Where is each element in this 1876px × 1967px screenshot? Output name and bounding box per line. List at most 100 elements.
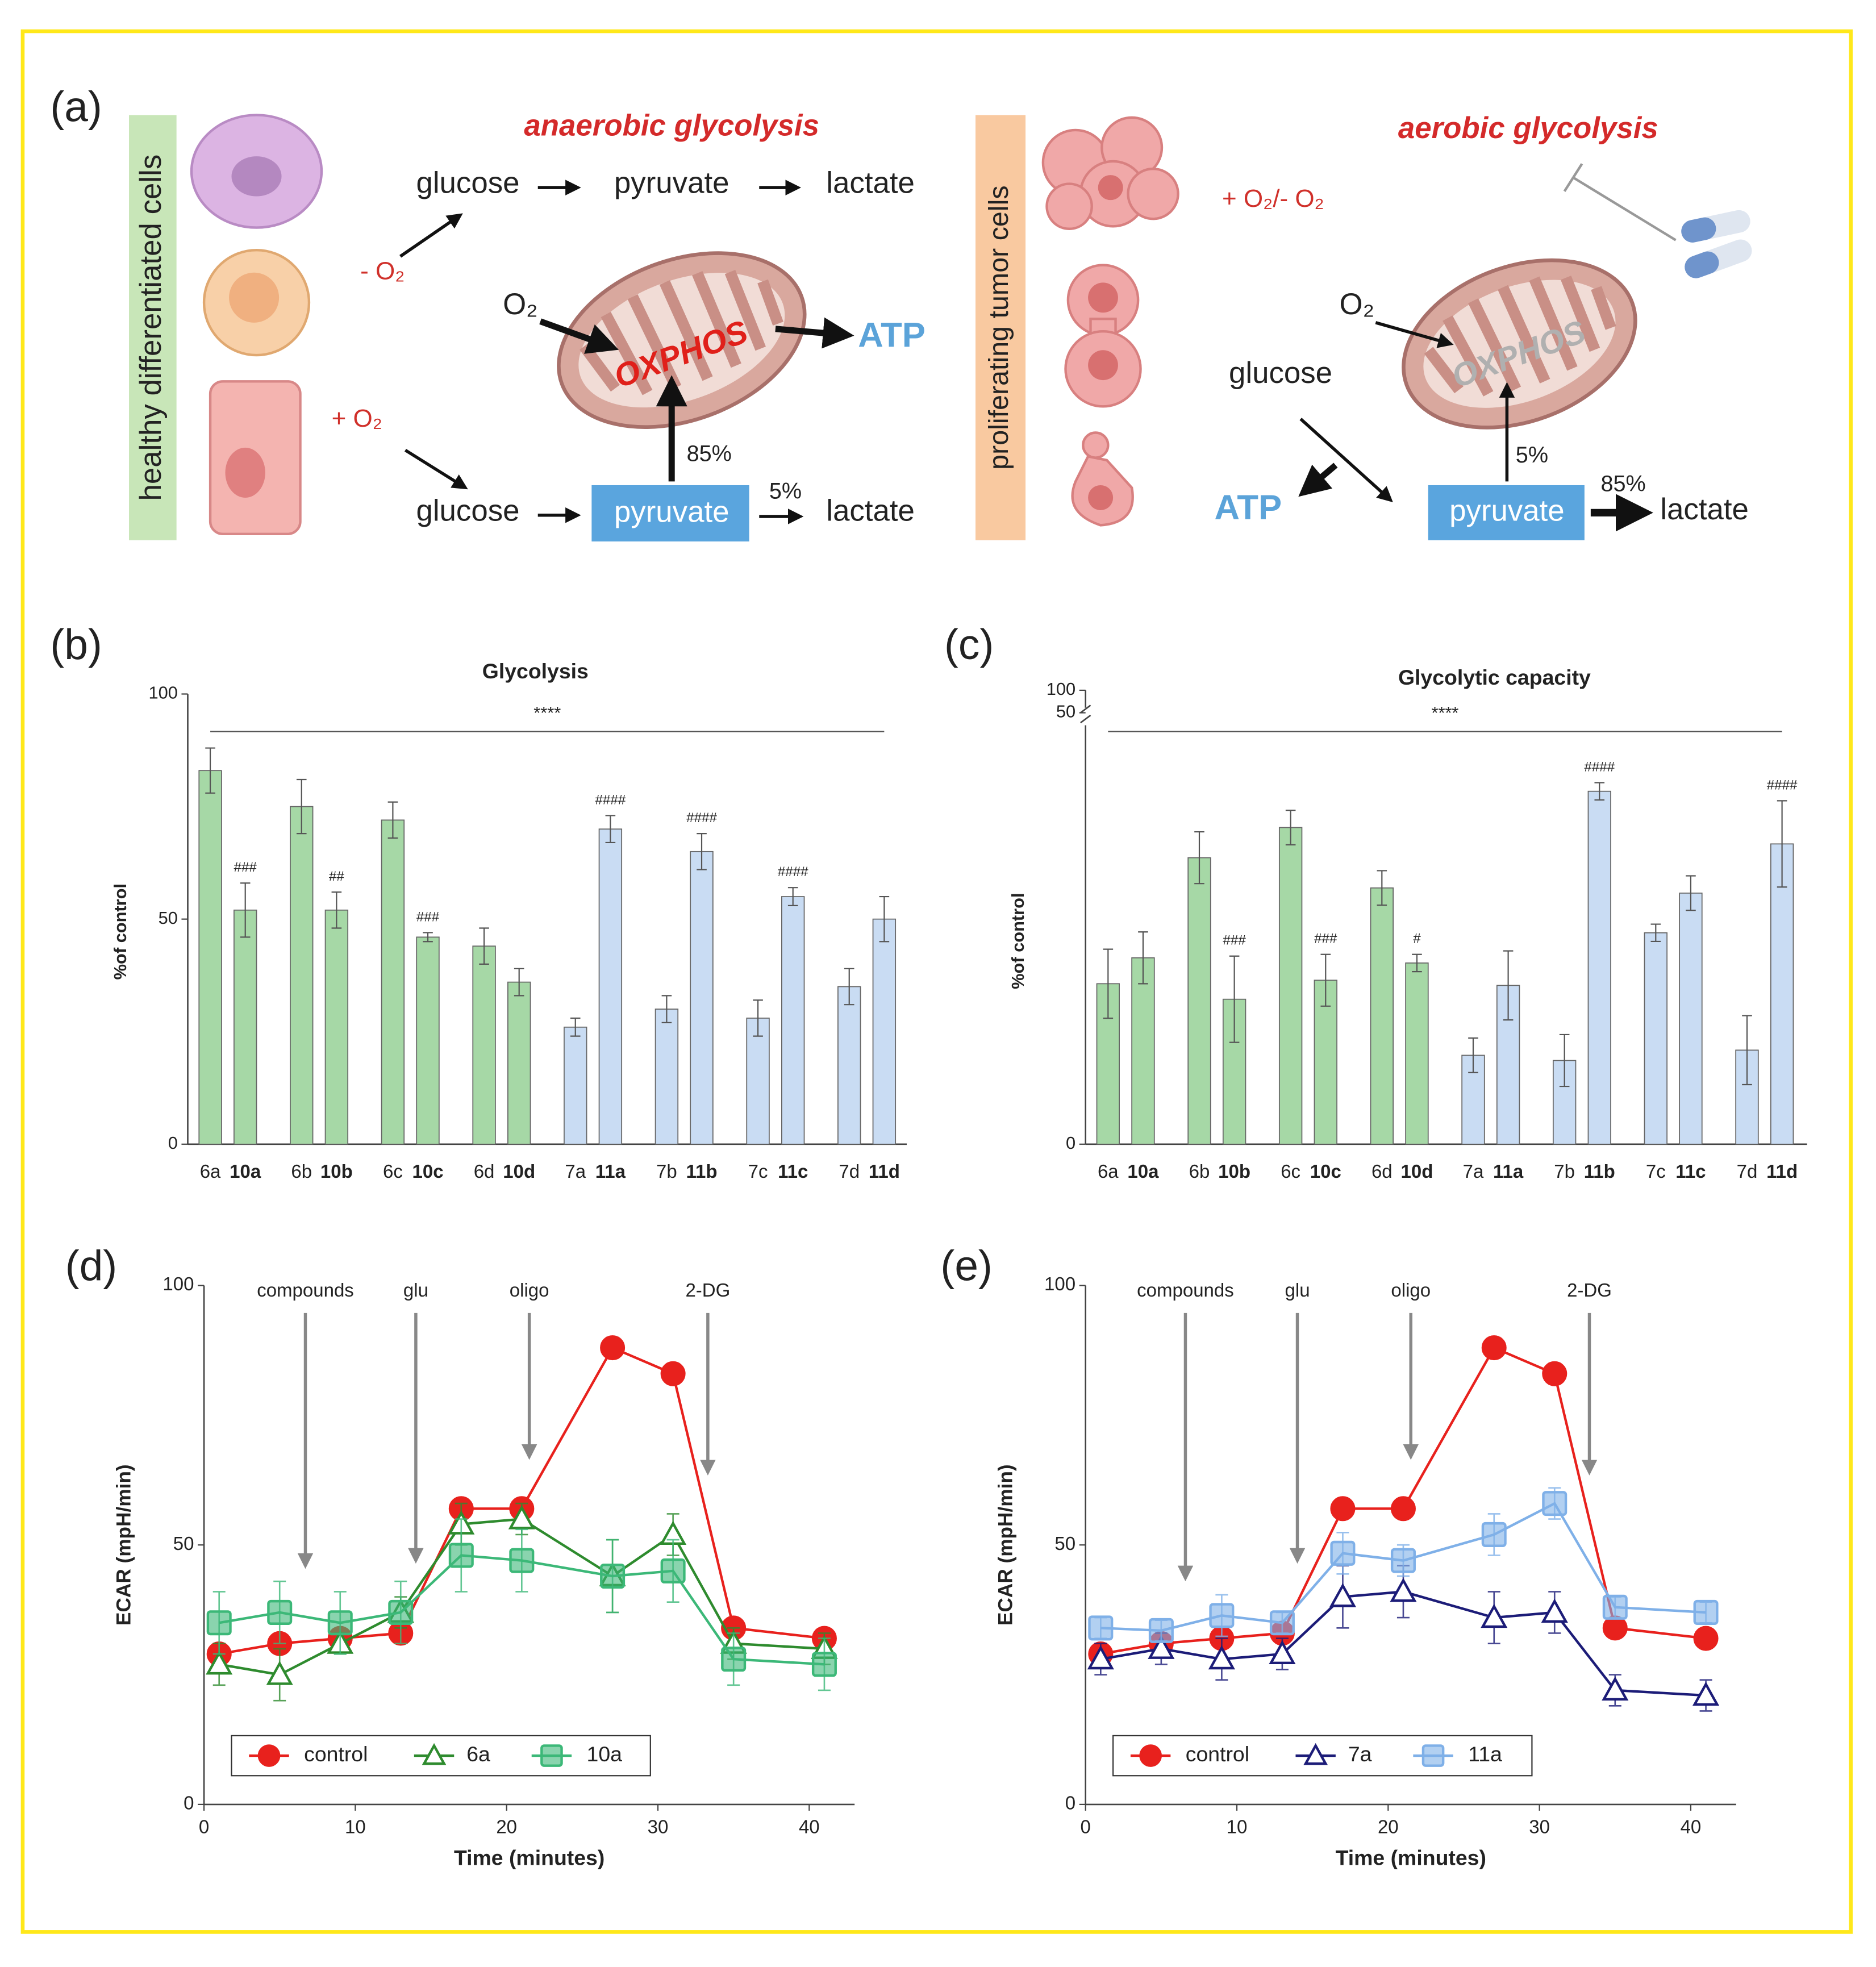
oxygen: O₂: [1340, 287, 1375, 321]
x-tick-label: 10d: [503, 1161, 535, 1182]
panel-label: (d): [65, 1242, 117, 1290]
legend-marker: [540, 1744, 563, 1767]
legend-marker: [1421, 1744, 1445, 1767]
pyruvate-box: [1428, 485, 1585, 540]
x-tick-label: 7b: [656, 1161, 677, 1182]
x-tick-label: 11d: [1766, 1161, 1798, 1182]
significance: ###: [234, 860, 257, 875]
significance: ####: [1584, 759, 1615, 774]
x-tick-label: 0: [1081, 1816, 1091, 1837]
arrow: [775, 317, 854, 349]
metabolite: glucose: [416, 166, 519, 200]
significance: ****: [533, 703, 561, 723]
significance: ****: [1431, 703, 1458, 723]
bar: [507, 981, 531, 1145]
x-tick-label: 11c: [778, 1161, 808, 1182]
error-bar: [1594, 782, 1605, 801]
x-tick-label: 10c: [1310, 1161, 1341, 1182]
marker: [721, 1647, 747, 1672]
bar: [1187, 857, 1211, 1145]
x-tick-label: 6d: [474, 1161, 495, 1182]
error-bar: [1412, 953, 1422, 973]
legend-label: 10a: [587, 1742, 623, 1766]
legend-label: 7a: [1348, 1742, 1372, 1766]
significance: ####: [686, 810, 717, 826]
bar: [598, 828, 623, 1145]
x-tick-label: 10d: [1401, 1161, 1433, 1182]
arrow: [399, 213, 463, 258]
series-line: [219, 1518, 825, 1676]
marker: [1087, 1645, 1114, 1670]
marker: [1269, 1610, 1295, 1636]
marker: [600, 1335, 626, 1361]
x-tick-label: 10: [1227, 1816, 1248, 1837]
x-tick-label: 11a: [595, 1161, 626, 1182]
significance: ####: [1767, 777, 1798, 793]
marker: [1330, 1496, 1356, 1522]
metabolite: lactate: [826, 166, 915, 200]
nucleus: [231, 156, 282, 197]
legend-label: control: [304, 1742, 368, 1766]
legend-marker: [422, 1743, 447, 1765]
x-tick-label: 30: [648, 1816, 669, 1837]
y-tick-label: 50: [1056, 702, 1075, 722]
annotation: compounds: [257, 1280, 354, 1301]
diagram: (a) healthy differentiated cells - O₂ + …: [50, 82, 1752, 541]
error-bar: [1503, 950, 1514, 1021]
side-label: proliferating tumor cells: [983, 185, 1014, 469]
error-bar: [570, 1017, 581, 1037]
marker: [1208, 1645, 1235, 1670]
x-tick-label: 10b: [1218, 1161, 1250, 1182]
chart-title: Glycolytic capacity: [1398, 665, 1591, 689]
bar: [1278, 827, 1303, 1145]
metabolite: pyruvate: [614, 495, 729, 529]
nucleus: [229, 272, 280, 323]
x-tick-label: 10c: [412, 1161, 444, 1182]
y-axis-label: ECAR (mpH/min): [113, 1464, 135, 1626]
marker: [1481, 1522, 1507, 1547]
x-tick-label: 7a: [565, 1161, 586, 1182]
marker: [1269, 1640, 1296, 1665]
y-tick-label: 100: [1047, 679, 1075, 699]
annotation: 2-DG: [1567, 1280, 1612, 1301]
marker: [1148, 1635, 1175, 1659]
bar: [837, 986, 861, 1145]
x-tick-label: 7d: [839, 1161, 860, 1182]
bar: [690, 851, 714, 1145]
y-tick-label: 100: [1044, 1273, 1075, 1294]
error-bar: [205, 747, 215, 794]
error-bar: [661, 995, 672, 1023]
mitochondrion: [1402, 258, 1637, 430]
atp: ATP: [858, 316, 926, 355]
x-tick-label: 11a: [1493, 1161, 1524, 1182]
error-bar: [240, 882, 251, 938]
legend-marker: [1139, 1744, 1162, 1767]
x-tick-label: 10b: [320, 1161, 353, 1182]
bar: [564, 1026, 587, 1145]
series-line: [219, 1346, 825, 1656]
error-bar: [753, 999, 763, 1037]
tumor-nuclei: [1088, 175, 1123, 510]
marker: [267, 1599, 293, 1625]
error-bar: [787, 887, 798, 906]
x-tick-label: 6a: [1098, 1161, 1119, 1182]
marker: [1148, 1618, 1174, 1643]
label-box: [975, 115, 1026, 540]
series-line: [1100, 1502, 1706, 1632]
annotation: glu: [1285, 1280, 1310, 1301]
frame: [20, 29, 1853, 1934]
x-tick-label: 11c: [1675, 1161, 1706, 1182]
error-bar: [1103, 948, 1114, 1019]
bar: [1770, 843, 1794, 1145]
error-bar: [1686, 875, 1696, 911]
atp: ATP: [1214, 488, 1282, 527]
error-bar: [1285, 810, 1296, 845]
x-tick-label: 6d: [1371, 1161, 1393, 1182]
x-tick-label: 20: [496, 1816, 517, 1837]
y-tick-label: 100: [162, 1273, 194, 1294]
x-tick-label: 40: [799, 1816, 820, 1837]
error-bar: [697, 833, 707, 870]
bar: [654, 1008, 679, 1145]
marker: [1692, 1681, 1720, 1706]
